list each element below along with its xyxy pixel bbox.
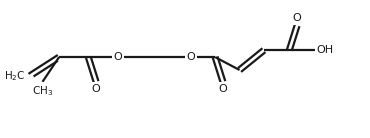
Text: O: O [186,52,195,62]
Text: OH: OH [317,45,334,55]
Text: O: O [113,52,122,62]
Text: O: O [219,84,227,94]
Text: O: O [293,14,302,23]
Text: $\mathregular{CH_3}$: $\mathregular{CH_3}$ [32,84,53,98]
Text: O: O [92,84,101,94]
Text: $\mathregular{H_2C}$: $\mathregular{H_2C}$ [4,69,26,83]
